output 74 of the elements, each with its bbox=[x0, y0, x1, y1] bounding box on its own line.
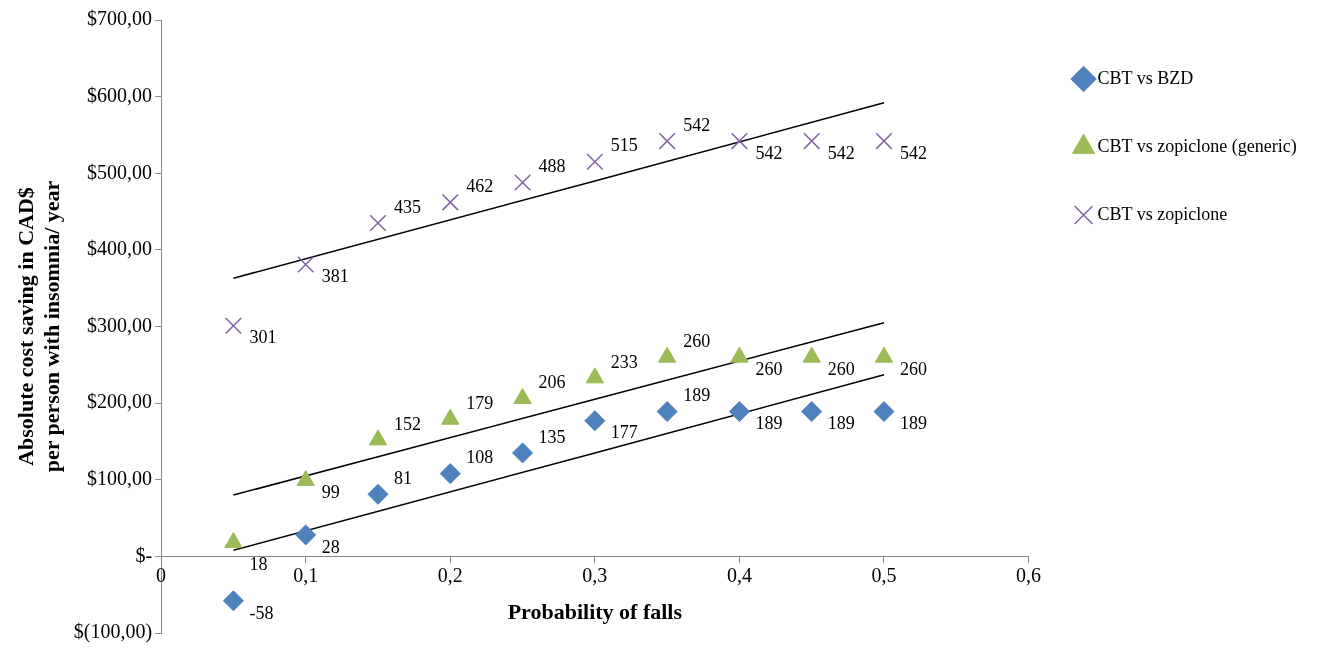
data-label: 260 bbox=[755, 358, 783, 379]
point bbox=[222, 590, 244, 612]
data-label: 462 bbox=[466, 176, 494, 197]
y-tick-label: $500,00 bbox=[87, 160, 153, 183]
data-label: 542 bbox=[899, 142, 927, 163]
point bbox=[728, 401, 750, 423]
point bbox=[439, 463, 461, 485]
point bbox=[875, 132, 893, 150]
point bbox=[369, 214, 387, 232]
y-tick-label: $400,00 bbox=[87, 237, 153, 260]
data-label: 189 bbox=[755, 413, 783, 434]
data-label: 301 bbox=[249, 327, 277, 348]
y-tick-label: $(100,00) bbox=[73, 620, 153, 644]
legend-label: CBT vs zopiclone bbox=[1097, 203, 1228, 224]
data-label: 542 bbox=[755, 142, 783, 163]
y-tick-label: $300,00 bbox=[87, 313, 153, 336]
x-tick-label: 0,1 bbox=[293, 563, 319, 586]
data-label: 233 bbox=[610, 351, 638, 372]
data-label: 108 bbox=[466, 447, 494, 468]
data-label: 81 bbox=[393, 468, 412, 489]
data-label: 99 bbox=[321, 482, 340, 503]
data-label: 515 bbox=[610, 135, 638, 156]
y-tick-label: $700,00 bbox=[87, 7, 153, 30]
x-tick-label: 0,4 bbox=[726, 563, 752, 586]
data-label: 260 bbox=[827, 358, 855, 379]
point bbox=[513, 388, 532, 405]
data-label: 189 bbox=[899, 413, 927, 434]
data-label: 260 bbox=[683, 330, 711, 351]
data-label: 381 bbox=[321, 266, 349, 287]
y-tick-label: $- bbox=[135, 543, 153, 566]
x-tick-label: 0,3 bbox=[582, 563, 608, 586]
data-label: 206 bbox=[538, 372, 566, 393]
y-tick-label: $600,00 bbox=[87, 83, 153, 106]
data-label: 179 bbox=[466, 392, 494, 413]
x-tick-label: 0,6 bbox=[1016, 563, 1042, 586]
data-label: 135 bbox=[538, 426, 566, 447]
point bbox=[512, 442, 534, 464]
data-label: 435 bbox=[393, 196, 421, 217]
point bbox=[873, 401, 895, 423]
y-tick-label: $100,00 bbox=[87, 467, 153, 489]
point bbox=[295, 524, 317, 546]
point bbox=[441, 193, 459, 211]
data-label: 189 bbox=[683, 385, 711, 406]
y-axis-title: Absolute cost saving in CAD$ per person with insomnia/ year bbox=[12, 180, 65, 473]
data-label: 28 bbox=[321, 536, 340, 557]
point bbox=[296, 470, 315, 487]
x-tick-label: 0,2 bbox=[437, 563, 463, 586]
data-label: 488 bbox=[538, 156, 566, 177]
x-tick-label: 0,5 bbox=[871, 563, 897, 586]
point bbox=[584, 410, 606, 432]
data-label: 542 bbox=[827, 142, 855, 163]
data-label: 189 bbox=[827, 413, 855, 434]
legend-label: CBT vs BZD bbox=[1097, 67, 1194, 88]
point bbox=[224, 317, 242, 335]
data-label: 542 bbox=[683, 114, 711, 135]
x-tick-label: 0 bbox=[156, 563, 167, 586]
data-label: 260 bbox=[899, 358, 927, 379]
x-axis-title: Probability of falls bbox=[507, 599, 683, 625]
point bbox=[656, 401, 678, 423]
point bbox=[224, 532, 243, 549]
point bbox=[803, 132, 821, 150]
data-label: 18 bbox=[249, 554, 268, 575]
point bbox=[297, 255, 315, 273]
point bbox=[514, 173, 532, 191]
point bbox=[658, 132, 676, 150]
data-label: -58 bbox=[249, 602, 274, 623]
data-label: 177 bbox=[610, 422, 638, 443]
data-label: 152 bbox=[393, 413, 421, 434]
point bbox=[801, 401, 823, 423]
point bbox=[367, 483, 389, 505]
y-tick-label: $200,00 bbox=[87, 390, 153, 413]
point bbox=[730, 132, 748, 150]
legend-label: CBT vs zopiclone (generic) bbox=[1097, 135, 1297, 157]
point bbox=[586, 153, 604, 171]
